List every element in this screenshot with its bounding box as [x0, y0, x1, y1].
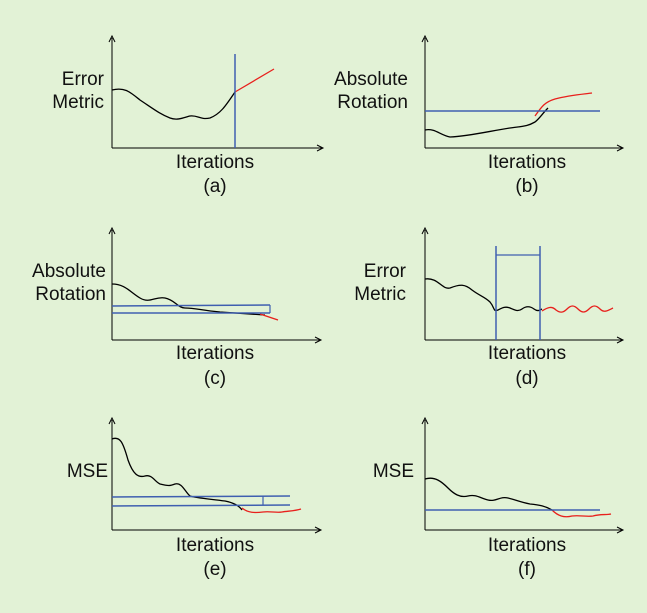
axes	[421, 416, 625, 534]
panel-c: Absolute Rotation Iterations (c)	[20, 222, 330, 412]
y-axis-label: Absolute Rotation	[32, 260, 106, 306]
plot-area	[421, 416, 625, 534]
panel-caption: (a)	[203, 176, 227, 197]
y-axis-label-line: Rotation	[337, 92, 408, 113]
y-axis-label-line: Absolute	[32, 261, 106, 282]
panel-caption: (d)	[515, 368, 539, 389]
panel-caption: (f)	[518, 559, 536, 580]
panel-e: MSE Iterations (e)	[20, 412, 330, 602]
y-axis-label-line: MSE	[372, 461, 414, 482]
lower-threshold-line	[111, 504, 291, 507]
x-axis-label: Iterations	[175, 535, 255, 556]
upper-threshold-line	[111, 304, 271, 307]
error-metric-curve	[424, 278, 543, 312]
y-axis-label: Error Metric	[52, 68, 104, 114]
extrapolated-curve	[234, 68, 275, 93]
y-axis-label-line: Error	[363, 261, 406, 282]
error-metric-curve	[111, 88, 236, 120]
mse-curve	[424, 477, 553, 511]
y-axis-label: MSE	[373, 460, 414, 483]
axes	[108, 34, 325, 152]
extrapolated-curve	[541, 305, 614, 313]
y-axis-label-line: Metric	[52, 92, 104, 113]
mse-curve	[111, 437, 243, 511]
axes	[421, 34, 625, 152]
panel-caption: (c)	[203, 368, 227, 389]
absolute-rotation-curve	[111, 283, 266, 316]
panel-f: MSE Iterations (f)	[330, 412, 630, 602]
y-axis-label-line: Absolute	[334, 69, 408, 90]
plot-area	[108, 226, 323, 344]
x-axis-label: Iterations	[175, 152, 255, 173]
extrapolated-curve	[534, 92, 593, 117]
y-axis-label: Error Metric	[354, 260, 406, 306]
absolute-rotation-curve	[424, 107, 549, 138]
plot-area	[421, 226, 625, 344]
panel-caption: (e)	[203, 559, 227, 580]
x-axis-label: Iterations	[487, 343, 567, 364]
plot-area	[421, 34, 625, 152]
extrapolated-curve	[551, 509, 612, 518]
extrapolated-curve	[241, 507, 302, 514]
x-axis-label: Iterations	[175, 343, 255, 364]
panel-a: Error Metric Iterations (a)	[20, 30, 330, 220]
panel-caption: (b)	[515, 176, 539, 197]
y-axis-label-line: Metric	[354, 284, 406, 305]
axes	[108, 416, 323, 534]
y-axis-label: Absolute Rotation	[334, 68, 408, 114]
extrapolated-curve	[259, 313, 279, 321]
panel-b: Absolute Rotation Iterations (b)	[330, 30, 630, 220]
y-axis-label-line: MSE	[66, 461, 108, 482]
panel-d: Error Metric Iterations (d)	[330, 222, 630, 412]
plot-area	[108, 416, 323, 534]
x-axis-label: Iterations	[487, 535, 567, 556]
plot-area	[108, 34, 325, 152]
axes	[421, 226, 625, 344]
y-axis-label: MSE	[67, 460, 108, 483]
axes	[108, 226, 323, 344]
y-axis-label-line: Rotation	[35, 284, 106, 305]
upper-threshold-line	[111, 495, 291, 498]
x-axis-label: Iterations	[487, 152, 567, 173]
y-axis-label-line: Error	[61, 69, 104, 90]
